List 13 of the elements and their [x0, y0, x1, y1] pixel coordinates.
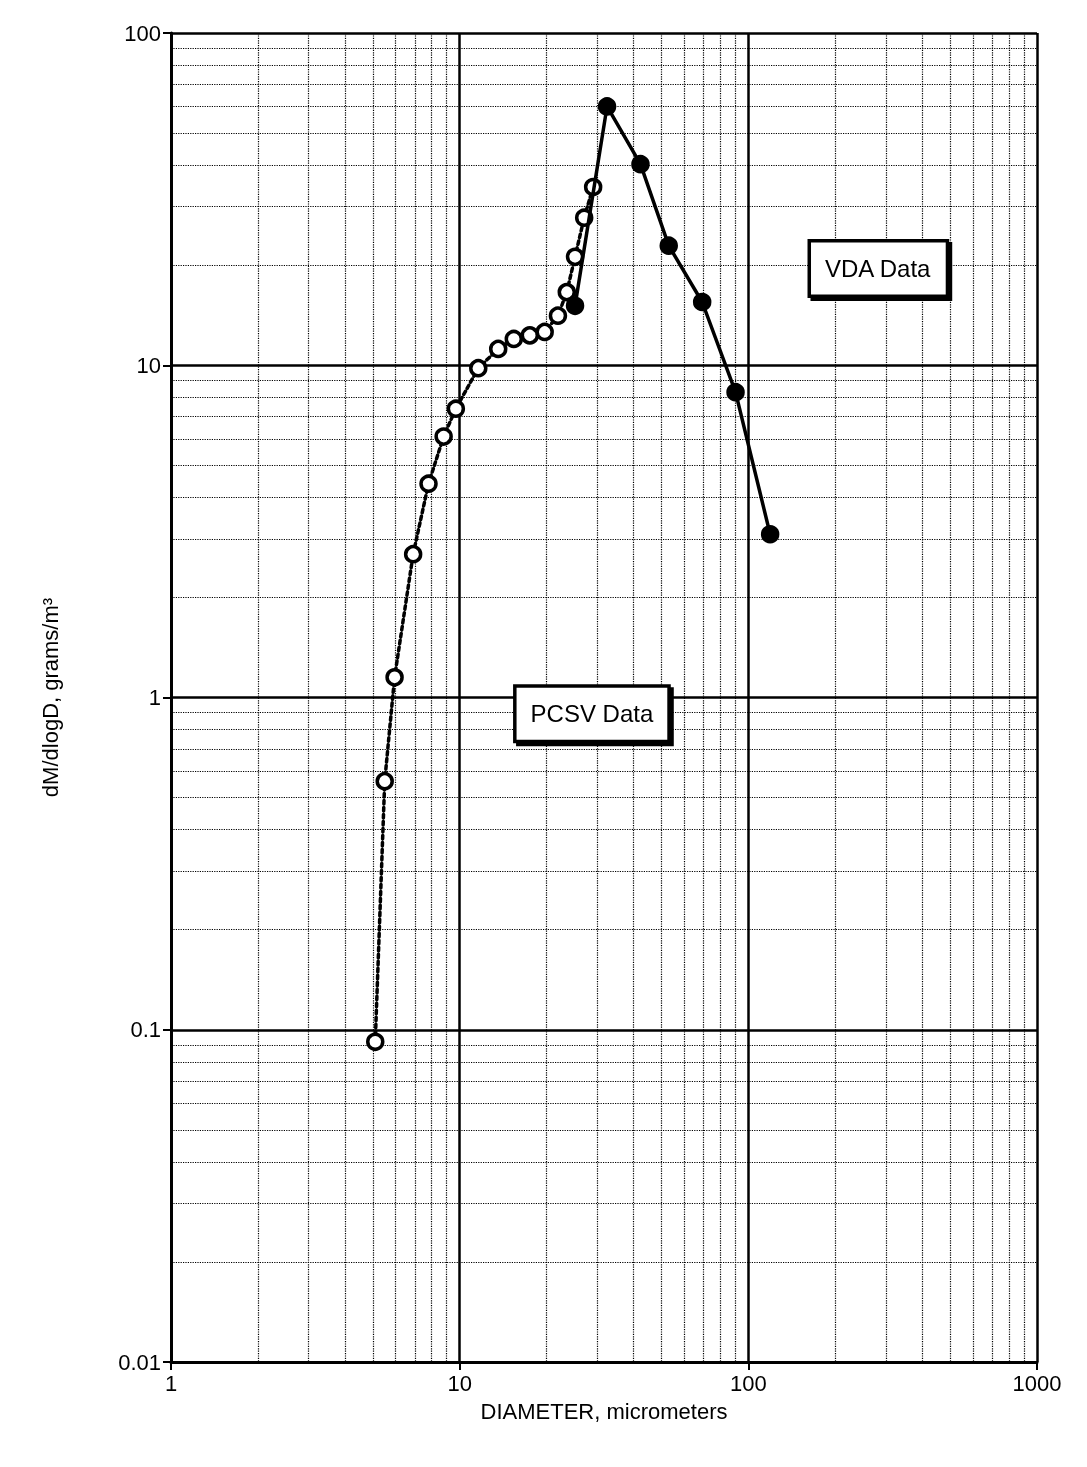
x-tick-label: 10 — [447, 1370, 472, 1396]
text: VDA Data — [825, 254, 932, 282]
x-tick-label: 1 — [164, 1370, 178, 1396]
y-tick-label: 1 — [148, 685, 161, 710]
text: PCSV Data — [530, 700, 654, 728]
y-tick-label: 0.1 — [130, 1017, 161, 1043]
x-axis-title: DIAMETER, micrometers — [480, 1398, 728, 1424]
y-axis-title: dM/dlogD, grams/m³ — [37, 597, 63, 798]
x-tick-label: 1000 — [1012, 1370, 1062, 1396]
y-tick-label: 100 — [124, 20, 161, 46]
x-tick-label: 100 — [729, 1370, 767, 1396]
y-tick-label: 10 — [136, 352, 161, 378]
y-tick-label: 0.01 — [118, 1349, 161, 1375]
